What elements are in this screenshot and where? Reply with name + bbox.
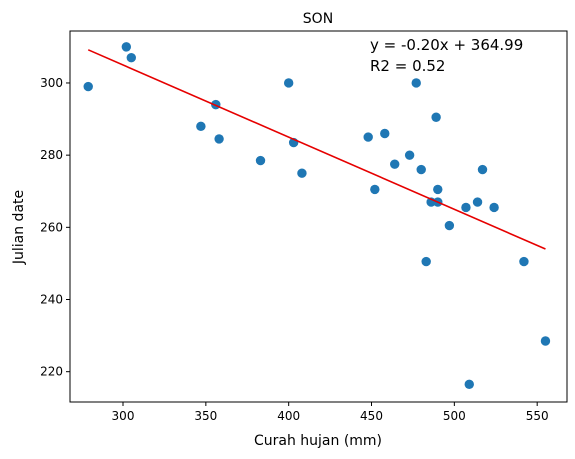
data-point <box>370 184 380 195</box>
x-tick-label: 400 <box>277 409 300 423</box>
x-tick-label: 350 <box>194 409 217 423</box>
data-point <box>404 150 415 160</box>
data-point <box>380 128 390 139</box>
y-axis-label: Julian date <box>11 190 27 265</box>
data-point <box>121 42 132 52</box>
data-point <box>411 78 421 88</box>
data-point <box>489 202 499 213</box>
regression-line <box>87 49 546 250</box>
data-point <box>472 197 483 207</box>
data-point <box>83 81 93 92</box>
axes: 300 350 400 450 500 550 220 240 260 280 300 <box>40 30 568 423</box>
y-tick-label: 220 <box>40 365 63 379</box>
data-point <box>433 184 443 195</box>
y-tick-label: 260 <box>40 220 63 234</box>
x-tick-label: 550 <box>526 409 549 423</box>
chart-title: SON <box>303 11 333 27</box>
data-point <box>297 168 307 178</box>
data-point <box>477 164 488 175</box>
data-point <box>126 53 136 63</box>
data-point <box>421 256 431 267</box>
data-point <box>464 379 474 390</box>
data-point <box>390 159 400 169</box>
equation-annotation: y = -0.20x + 364.99 <box>370 36 523 54</box>
data-point <box>283 78 294 88</box>
data-point <box>255 155 266 166</box>
data-point <box>416 164 426 175</box>
data-point <box>363 132 373 142</box>
data-point <box>444 220 455 231</box>
y-tick-label: 240 <box>40 293 63 307</box>
plot-frame <box>69 30 568 403</box>
data-point <box>540 336 551 346</box>
x-axis-label: Curah hujan (mm) <box>254 433 382 449</box>
r2-annotation: R2 = 0.52 <box>370 57 445 75</box>
data-point <box>196 121 206 131</box>
y-tick-label: 300 <box>40 76 63 90</box>
x-tick-label: 450 <box>360 409 383 423</box>
y-tick-label: 280 <box>40 148 63 162</box>
data-point <box>461 202 471 213</box>
x-tick-label: 500 <box>443 409 466 423</box>
data-point <box>519 256 529 267</box>
data-point <box>214 134 224 144</box>
data-point <box>431 112 441 122</box>
plot-marks <box>83 42 551 390</box>
x-tick-label: 300 <box>112 409 135 423</box>
